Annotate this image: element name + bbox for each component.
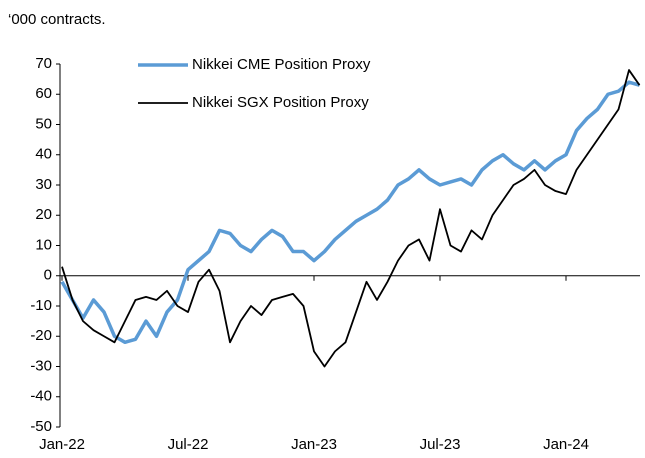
y-tick-label: 20	[35, 206, 52, 223]
y-tick-label: 40	[35, 146, 52, 163]
y-tick-label: 60	[35, 85, 52, 102]
chart-subtitle: ‘000 contracts.	[8, 11, 106, 28]
y-tick-label: 0	[44, 267, 52, 284]
y-tick-label: 70	[35, 55, 52, 72]
x-tick-label: Jan-22	[39, 436, 85, 453]
x-tick-label: Jul-23	[420, 436, 461, 453]
y-tick-label: -50	[30, 418, 52, 435]
legend-label: Nikkei CME Position Proxy	[192, 56, 371, 73]
y-tick-label: -30	[30, 357, 52, 374]
series-line	[61, 69, 641, 368]
y-tick-label: -40	[30, 388, 52, 405]
y-tick-label: -10	[30, 297, 52, 314]
y-tick-label: 50	[35, 115, 52, 132]
y-tick-label: 30	[35, 176, 52, 193]
series-line	[60, 80, 640, 345]
x-tick-label: Jan-23	[291, 436, 337, 453]
legend-label: Nikkei SGX Position Proxy	[192, 94, 369, 111]
x-tick-label: Jan-24	[543, 436, 589, 453]
y-tick-label: 10	[35, 236, 52, 253]
y-tick-label: -20	[30, 327, 52, 344]
x-tick-label: Jul-22	[168, 436, 209, 453]
